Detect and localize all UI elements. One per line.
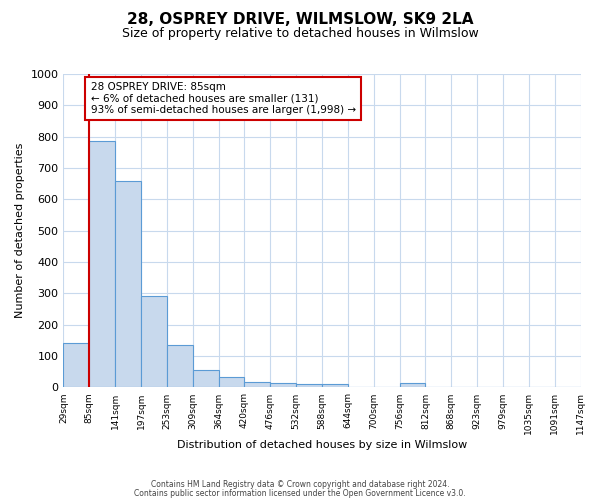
Bar bbox=[64, 342, 89, 388]
Bar bbox=[115, 180, 141, 388]
X-axis label: Distribution of detached houses by size in Wilmslow: Distribution of detached houses by size … bbox=[177, 440, 467, 450]
Bar bbox=[89, 142, 115, 388]
Bar bbox=[322, 384, 348, 388]
Bar bbox=[296, 384, 322, 388]
Bar bbox=[270, 383, 296, 388]
Bar bbox=[400, 383, 425, 388]
Bar bbox=[141, 296, 167, 388]
Bar bbox=[218, 378, 244, 388]
Y-axis label: Number of detached properties: Number of detached properties bbox=[15, 143, 25, 318]
Text: Contains HM Land Registry data © Crown copyright and database right 2024.: Contains HM Land Registry data © Crown c… bbox=[151, 480, 449, 489]
Text: 28, OSPREY DRIVE, WILMSLOW, SK9 2LA: 28, OSPREY DRIVE, WILMSLOW, SK9 2LA bbox=[127, 12, 473, 28]
Bar bbox=[193, 370, 218, 388]
Bar bbox=[167, 345, 193, 388]
Text: 28 OSPREY DRIVE: 85sqm
← 6% of detached houses are smaller (131)
93% of semi-det: 28 OSPREY DRIVE: 85sqm ← 6% of detached … bbox=[91, 82, 356, 115]
Text: Contains public sector information licensed under the Open Government Licence v3: Contains public sector information licen… bbox=[134, 489, 466, 498]
Bar bbox=[244, 382, 270, 388]
Text: Size of property relative to detached houses in Wilmslow: Size of property relative to detached ho… bbox=[122, 28, 478, 40]
